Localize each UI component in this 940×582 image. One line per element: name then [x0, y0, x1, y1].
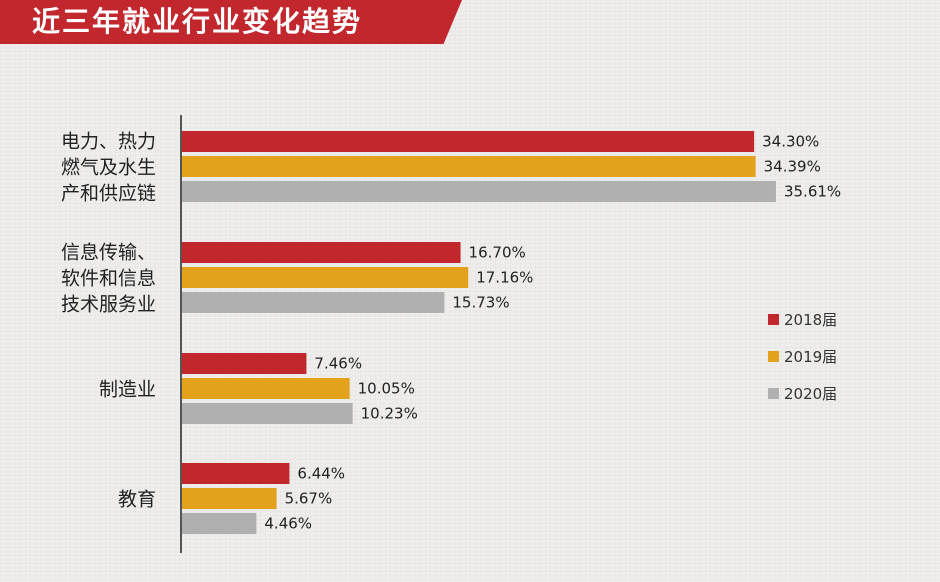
data-label: 6.44% [297, 465, 345, 483]
data-label: 34.30% [762, 133, 819, 151]
legend-swatch [768, 314, 779, 325]
legend-label: 2020届 [784, 385, 837, 403]
legend-swatch [768, 388, 779, 399]
bar-2020届 [182, 292, 445, 313]
data-label: 35.61% [784, 183, 841, 201]
data-label: 7.46% [314, 355, 362, 373]
bar-2019届 [182, 267, 469, 288]
category-label: 信息传输、软件和信息技术服务业 [61, 242, 156, 316]
data-label: 34.39% [764, 158, 821, 176]
bar-2019届 [182, 156, 756, 177]
bar-2020届 [182, 403, 353, 424]
category-label: 教育 [118, 489, 156, 511]
legend-label: 2019届 [784, 348, 837, 366]
data-label: 16.70% [469, 244, 526, 262]
title-banner [0, 0, 462, 44]
data-label: 10.05% [358, 380, 415, 398]
category-label: 电力、热力燃气及水生产和供应链 [61, 131, 156, 205]
data-label: 10.23% [361, 405, 418, 423]
data-label: 5.67% [285, 490, 333, 508]
bar-2020届 [182, 513, 257, 534]
category-label: 制造业 [99, 379, 156, 401]
bar-2018届 [182, 463, 290, 484]
bar-2019届 [182, 378, 350, 399]
bar-2018届 [182, 353, 307, 374]
chart-title: 近三年就业行业变化趋势 [32, 5, 363, 38]
data-label: 15.73% [452, 294, 509, 312]
bar-2018届 [182, 242, 461, 263]
legend-swatch [768, 351, 779, 362]
legend-label: 2018届 [784, 311, 837, 329]
bar-2018届 [182, 131, 755, 152]
data-label: 4.46% [264, 515, 312, 533]
bar-2020届 [182, 181, 776, 202]
data-label: 17.16% [476, 269, 533, 287]
bar-2019届 [182, 488, 277, 509]
